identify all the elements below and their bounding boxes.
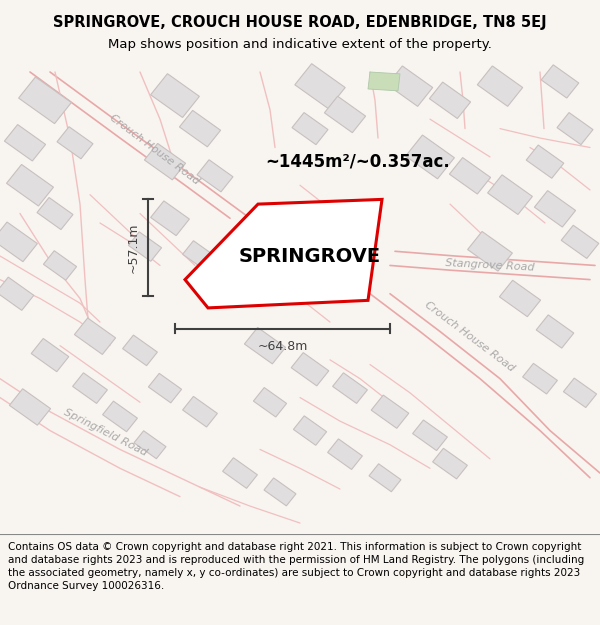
Polygon shape	[328, 439, 362, 469]
Polygon shape	[253, 388, 287, 417]
Polygon shape	[151, 74, 199, 118]
Polygon shape	[148, 373, 182, 403]
Polygon shape	[526, 145, 564, 178]
Text: Contains OS data © Crown copyright and database right 2021. This information is : Contains OS data © Crown copyright and d…	[8, 542, 584, 591]
Polygon shape	[413, 420, 448, 451]
Polygon shape	[371, 395, 409, 428]
Polygon shape	[406, 135, 454, 179]
Polygon shape	[0, 277, 34, 311]
Text: ~64.8m: ~64.8m	[257, 340, 308, 353]
Polygon shape	[31, 339, 69, 372]
Polygon shape	[449, 158, 491, 194]
Polygon shape	[10, 389, 50, 425]
Polygon shape	[244, 328, 286, 364]
Polygon shape	[499, 280, 541, 317]
Polygon shape	[182, 396, 217, 427]
Polygon shape	[19, 77, 71, 124]
Polygon shape	[467, 231, 512, 271]
Polygon shape	[369, 464, 401, 492]
Text: SPRINGROVE, CROUCH HOUSE ROAD, EDENBRIDGE, TN8 5EJ: SPRINGROVE, CROUCH HOUSE ROAD, EDENBRIDG…	[53, 15, 547, 30]
Polygon shape	[185, 199, 382, 308]
Polygon shape	[325, 96, 365, 132]
Polygon shape	[103, 401, 137, 432]
Text: SPRINGROVE: SPRINGROVE	[239, 246, 381, 266]
Polygon shape	[37, 198, 73, 229]
Polygon shape	[563, 378, 596, 408]
Polygon shape	[295, 64, 345, 109]
Text: Springfield Road: Springfield Road	[62, 407, 148, 458]
Polygon shape	[332, 372, 367, 403]
Text: ~1445m²/~0.357ac.: ~1445m²/~0.357ac.	[265, 152, 450, 171]
Polygon shape	[128, 232, 161, 261]
Text: ~57.1m: ~57.1m	[127, 222, 140, 272]
Polygon shape	[536, 315, 574, 348]
Polygon shape	[145, 143, 185, 180]
Text: Crouch House Road: Crouch House Road	[423, 299, 517, 373]
Text: Stangrove Road: Stangrove Road	[445, 258, 535, 272]
Polygon shape	[541, 65, 579, 98]
Polygon shape	[197, 160, 233, 192]
Polygon shape	[561, 225, 599, 259]
Polygon shape	[535, 191, 575, 227]
Polygon shape	[430, 82, 470, 119]
Polygon shape	[7, 164, 53, 206]
Polygon shape	[4, 124, 46, 161]
Polygon shape	[523, 363, 557, 394]
Polygon shape	[368, 72, 400, 91]
Polygon shape	[179, 111, 221, 147]
Polygon shape	[74, 318, 116, 354]
Polygon shape	[182, 241, 217, 271]
Polygon shape	[291, 352, 329, 386]
Polygon shape	[264, 478, 296, 506]
Polygon shape	[57, 127, 93, 159]
Polygon shape	[292, 112, 328, 144]
Polygon shape	[478, 66, 523, 106]
Polygon shape	[433, 448, 467, 479]
Polygon shape	[488, 175, 532, 214]
Polygon shape	[134, 431, 166, 459]
Polygon shape	[151, 201, 190, 236]
Text: Map shows position and indicative extent of the property.: Map shows position and indicative extent…	[108, 38, 492, 51]
Polygon shape	[43, 251, 77, 280]
Polygon shape	[557, 112, 593, 144]
Text: Crouch House Road: Crouch House Road	[108, 112, 202, 186]
Polygon shape	[73, 372, 107, 403]
Polygon shape	[0, 222, 37, 262]
Polygon shape	[122, 335, 157, 366]
Polygon shape	[223, 458, 257, 488]
Polygon shape	[388, 66, 433, 106]
Polygon shape	[293, 416, 326, 445]
